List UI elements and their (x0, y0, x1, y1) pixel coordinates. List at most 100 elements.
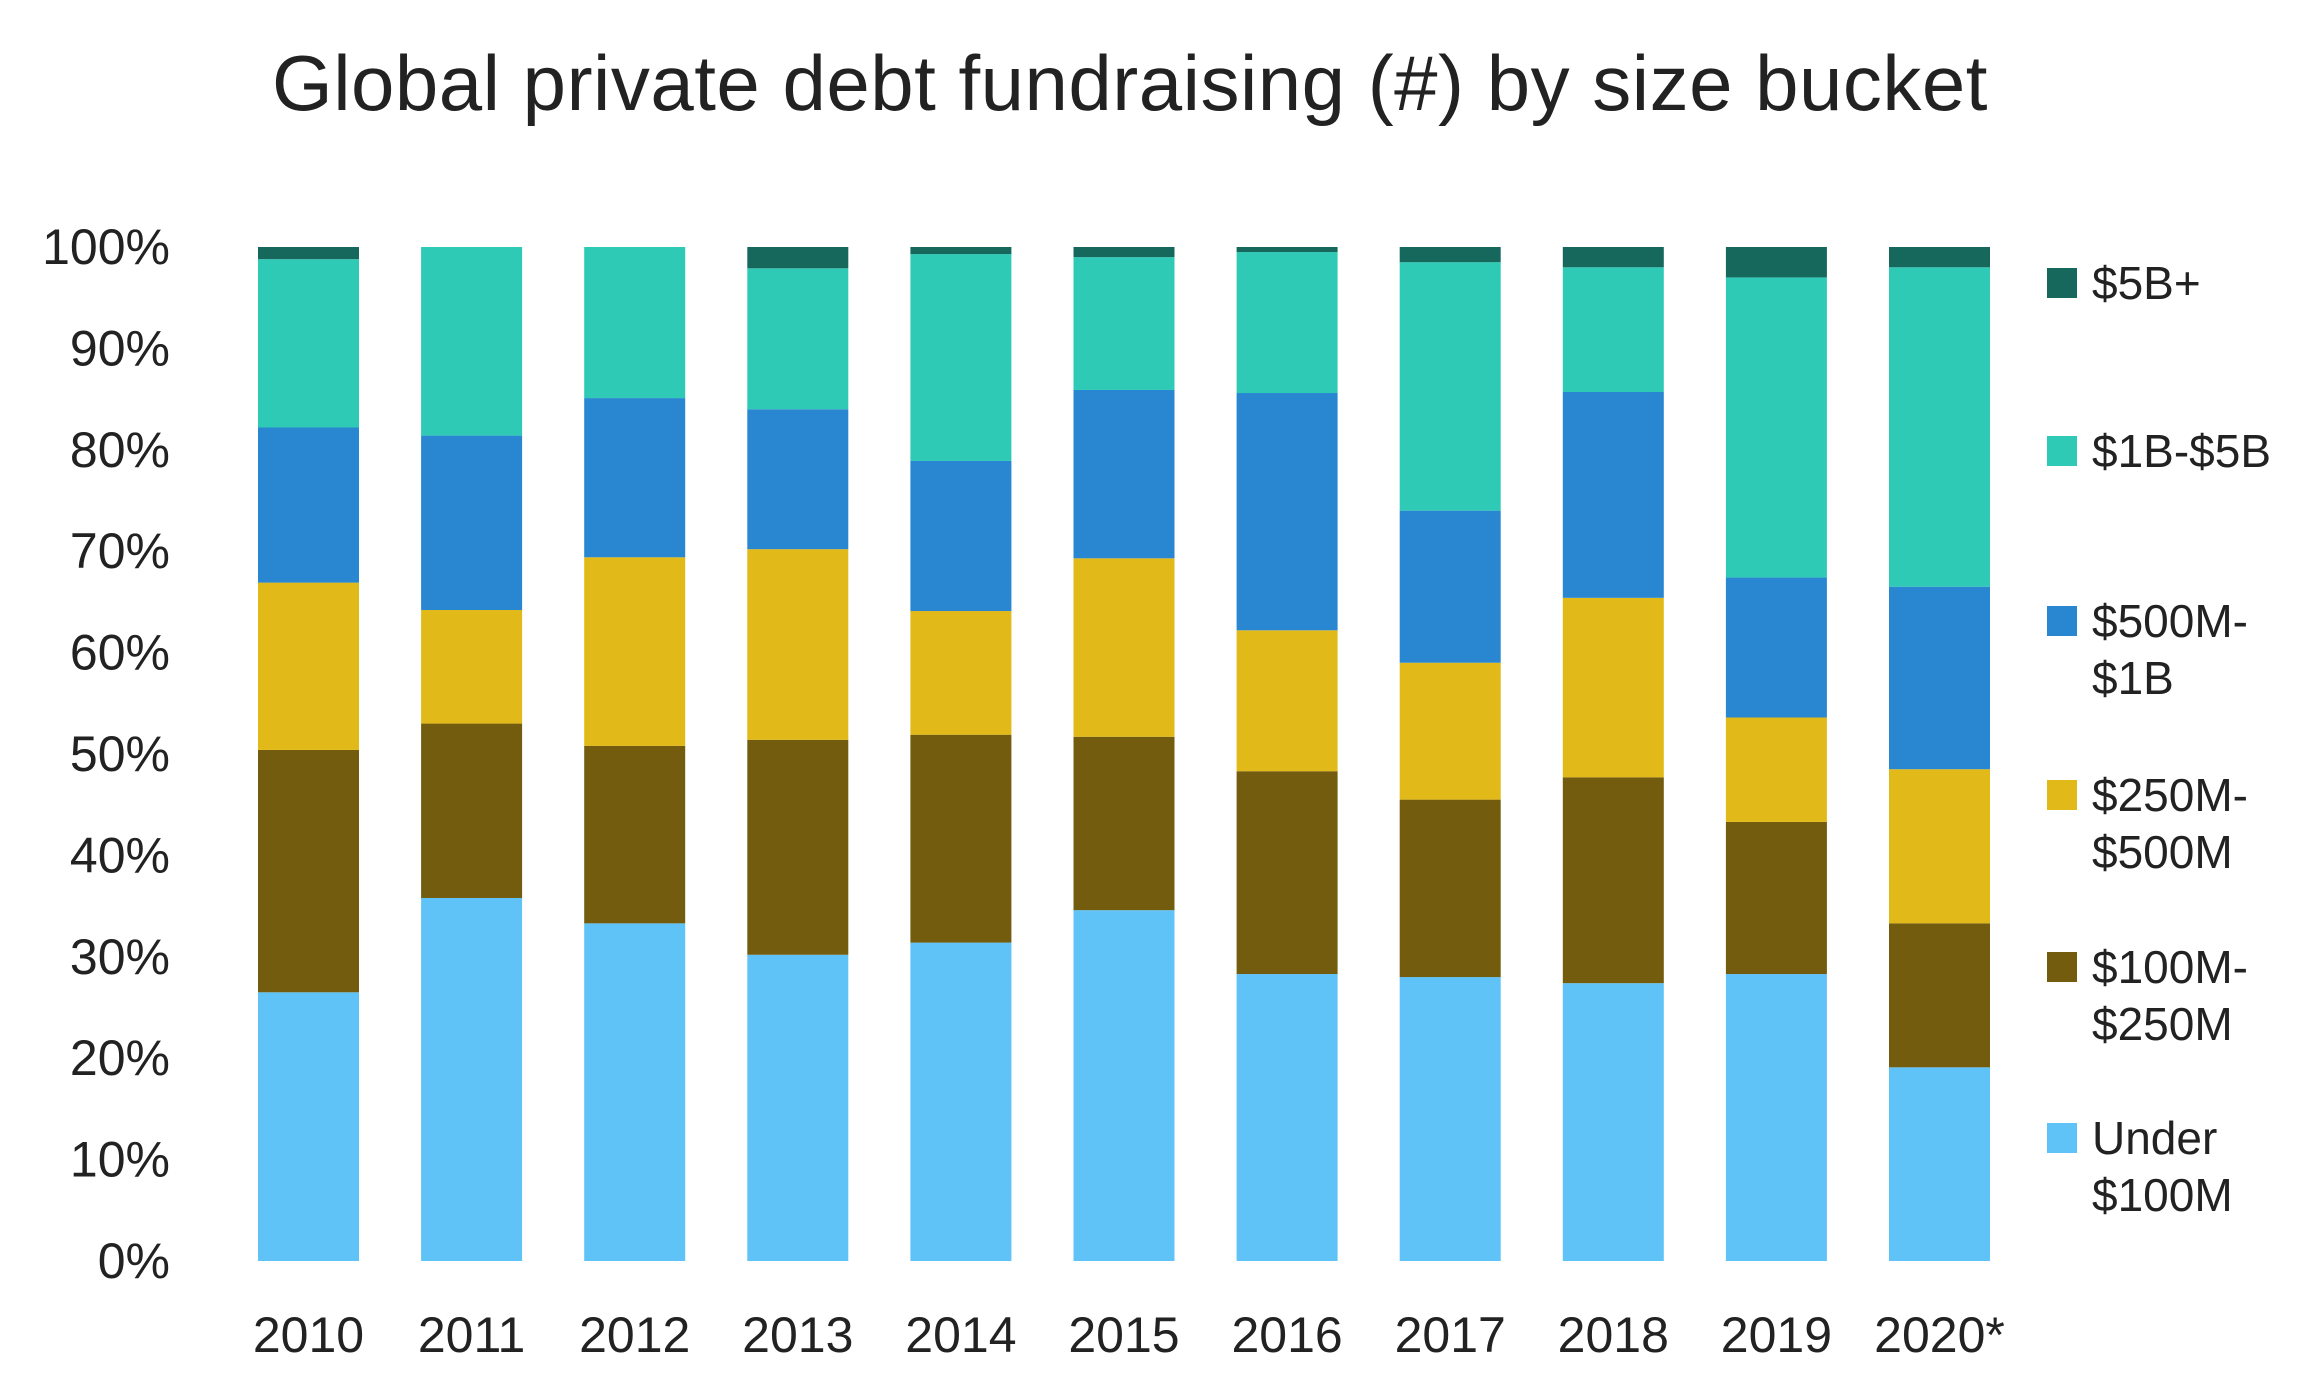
legend-swatch (2047, 268, 2077, 298)
bar-segment-5b-2019 (1725, 247, 1827, 278)
bar-segment-100m-250m-2020 (1889, 923, 1990, 1068)
bar-segment-100m-250m-2016 (1236, 771, 1338, 975)
bar-segment-500m-1b-2019 (1725, 577, 1827, 718)
x-tick-label: 2017 (1395, 1307, 1506, 1363)
bar-segment-500m-1b-2015 (1073, 389, 1175, 559)
bar-segment-1b-5b-2015 (1073, 257, 1175, 390)
y-tick-label: 40% (70, 827, 170, 883)
y-tick-label: 50% (70, 726, 170, 782)
bar-segment-1b-5b-2019 (1725, 277, 1827, 578)
x-tick-label: 2010 (253, 1307, 364, 1363)
bar-segment-1b-5b-2017 (1399, 262, 1501, 511)
bar-segment-under-100m-2020 (1889, 1067, 1990, 1261)
legend-label: $1B-$5B (2092, 425, 2271, 477)
legend-label: $250M- (2092, 769, 2248, 821)
bar-segment-100m-250m-2015 (1073, 736, 1175, 911)
bar-segment-250m-500m-2011 (421, 610, 523, 724)
legend-item-1b-5b: $1B-$5B (2047, 425, 2271, 477)
legend-swatch (2047, 780, 2077, 810)
bar-stack-2010 (258, 247, 359, 1261)
bar-segment-1b-5b-2011 (421, 247, 523, 436)
y-tick-label: 80% (70, 422, 170, 478)
bar-segment-under-100m-2010 (258, 992, 359, 1261)
bar-segment-1b-5b-2014 (910, 254, 1012, 461)
bar-segment-1b-5b-2010 (258, 259, 359, 428)
bar-segment-250m-500m-2010 (258, 582, 359, 750)
x-tick-label: 2011 (418, 1307, 526, 1363)
bar-segment-500m-1b-2014 (910, 460, 1012, 612)
bar-segment-under-100m-2015 (1073, 910, 1175, 1261)
bar-segment-under-100m-2018 (1562, 983, 1664, 1261)
bar-segment-250m-500m-2020 (1889, 769, 1990, 924)
bar-segment-under-100m-2013 (747, 954, 849, 1261)
bar-segment-5b-2016 (1236, 247, 1338, 253)
bar-segment-500m-1b-2017 (1399, 510, 1501, 663)
bar-segment-under-100m-2011 (421, 897, 523, 1261)
bar-segment-500m-1b-2018 (1562, 392, 1664, 598)
bar-stack-2020 (1889, 247, 1990, 1261)
bar-segment-5b-2020 (1889, 247, 1990, 268)
x-tick-label: 2015 (1068, 1307, 1179, 1363)
x-tick-label: 2016 (1231, 1307, 1342, 1363)
y-axis: 0% 10% 20% 30% 40% 50% 60% 70% 80% 90% 100% (42, 219, 170, 1289)
bar-segment-under-100m-2016 (1236, 974, 1338, 1261)
bar-segment-under-100m-2017 (1399, 977, 1501, 1261)
legend-item-5b: $5B+ (2047, 257, 2201, 309)
legend-label: $250M (2092, 998, 2233, 1050)
legend-label: $5B+ (2092, 257, 2201, 309)
bar-segment-5b-2015 (1073, 247, 1175, 258)
x-tick-label: 2014 (905, 1307, 1016, 1363)
legend-swatch (2047, 606, 2077, 636)
y-tick-label: 90% (70, 320, 170, 376)
x-tick-label: 2012 (579, 1307, 690, 1363)
bar-segment-500m-1b-2010 (258, 427, 359, 583)
bar-segment-100m-250m-2019 (1725, 821, 1827, 975)
chart-title: Global private debt fundraising (#) by s… (272, 39, 1988, 127)
bar-segment-5b-2010 (258, 247, 359, 260)
bar-segment-100m-250m-2012 (584, 745, 686, 924)
bar-segment-250m-500m-2019 (1725, 717, 1827, 822)
bar-segment-1b-5b-2018 (1562, 267, 1664, 393)
legend-item-250m-500m: $250M-$500M (2047, 769, 2248, 878)
bar-segment-100m-250m-2011 (421, 723, 523, 898)
bar-segment-250m-500m-2017 (1399, 662, 1501, 800)
y-tick-label: 20% (70, 1030, 170, 1086)
legend-label: $1B (2092, 652, 2174, 704)
bar-segment-5b-2018 (1562, 247, 1664, 268)
bars-layer (258, 247, 1990, 1261)
bar-stack-2012 (584, 247, 686, 1261)
bar-segment-1b-5b-2016 (1236, 252, 1338, 394)
bar-segment-100m-250m-2010 (258, 749, 359, 993)
y-tick-label: 70% (70, 523, 170, 579)
legend-item-100m-250m: $100M-$250M (2047, 941, 2248, 1050)
y-tick-label: 60% (70, 625, 170, 681)
bar-segment-500m-1b-2012 (584, 398, 686, 558)
y-tick-label: 30% (70, 929, 170, 985)
bar-stack-2015 (1073, 247, 1175, 1261)
bar-segment-100m-250m-2013 (747, 739, 849, 955)
legend-item-500m-1b: $500M-$1B (2047, 595, 2248, 704)
legend-label: Under (2092, 1112, 2217, 1164)
bar-segment-100m-250m-2014 (910, 734, 1012, 943)
x-tick-label: 2019 (1721, 1307, 1832, 1363)
bar-segment-1b-5b-2013 (747, 268, 849, 410)
legend-swatch (2047, 1123, 2077, 1153)
bar-segment-100m-250m-2018 (1562, 777, 1664, 984)
y-tick-label: 100% (42, 219, 170, 275)
bar-segment-1b-5b-2020 (1889, 267, 1990, 587)
bar-stack-2014 (910, 247, 1012, 1261)
legend-label: $100M (2092, 1169, 2233, 1221)
bar-segment-5b-2014 (910, 247, 1012, 255)
bar-segment-250m-500m-2018 (1562, 597, 1664, 778)
bar-segment-500m-1b-2011 (421, 435, 523, 611)
bar-segment-250m-500m-2016 (1236, 630, 1338, 772)
legend-swatch (2047, 436, 2077, 466)
bar-stack-2011 (421, 247, 523, 1261)
bar-segment-under-100m-2012 (584, 923, 686, 1261)
bar-segment-5b-2013 (747, 247, 849, 269)
x-tick-label: 2018 (1558, 1307, 1669, 1363)
x-tick-label: 2013 (742, 1307, 853, 1363)
bar-stack-2017 (1399, 247, 1501, 1261)
legend-label: $100M- (2092, 941, 2248, 993)
